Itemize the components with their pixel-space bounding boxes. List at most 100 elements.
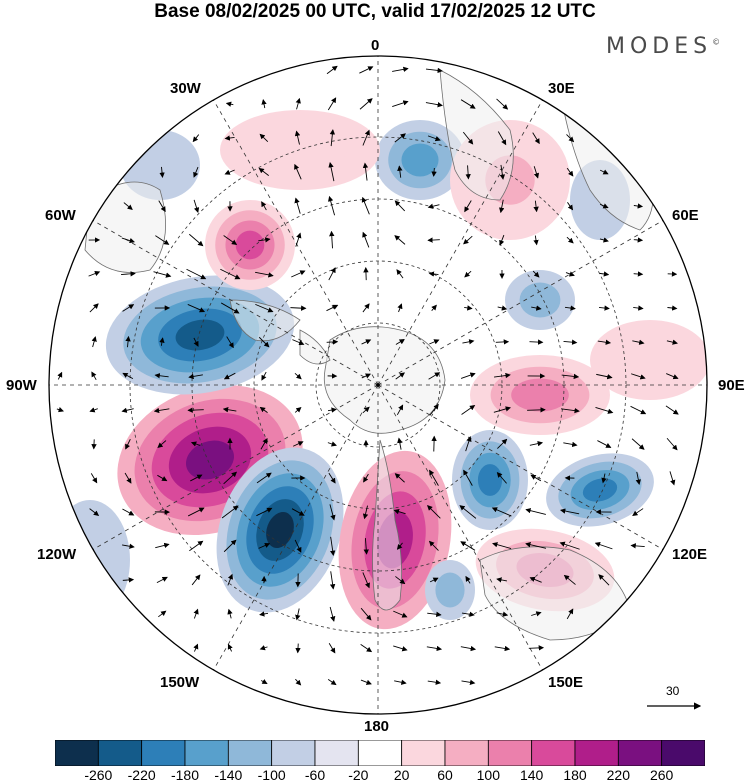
wind-arrow bbox=[159, 166, 165, 178]
wind-arrow bbox=[496, 611, 509, 617]
anomaly-contour bbox=[435, 572, 465, 608]
wind-arrow bbox=[465, 165, 471, 180]
wind-arrow bbox=[396, 404, 404, 416]
wind-arrow bbox=[295, 608, 301, 621]
anomaly-contour bbox=[511, 378, 569, 412]
wind-arrow bbox=[159, 337, 165, 346]
colorbar-tick-label: 60 bbox=[437, 767, 453, 783]
wind-arrow bbox=[397, 165, 403, 178]
wind-arrow bbox=[260, 438, 268, 450]
wind-arrow bbox=[529, 576, 542, 583]
wind-arrow bbox=[394, 473, 405, 483]
wind-arrow bbox=[561, 373, 580, 380]
wind-arrow bbox=[461, 404, 476, 415]
wind-arrow bbox=[429, 577, 439, 583]
wind-arrow bbox=[122, 304, 135, 312]
lon-label-90e: 90E bbox=[718, 377, 745, 394]
wind-arrow bbox=[596, 373, 613, 380]
wind-arrow bbox=[566, 134, 575, 143]
colorbar-segment bbox=[55, 740, 99, 766]
wind-arrow bbox=[328, 161, 335, 182]
wind-arrow bbox=[525, 542, 547, 549]
wind-arrow bbox=[394, 133, 406, 143]
wind-arrow bbox=[122, 543, 135, 549]
wind-arrow bbox=[223, 539, 237, 553]
wind-arrow bbox=[667, 305, 678, 311]
wind-arrow bbox=[258, 336, 270, 348]
wind-arrow bbox=[497, 438, 508, 449]
colorbar-segment bbox=[314, 740, 359, 766]
wind-arrow bbox=[256, 472, 272, 484]
wind-arrow bbox=[292, 339, 305, 346]
wind-arrow bbox=[295, 97, 301, 110]
colorbar-tick-label: 220 bbox=[606, 767, 631, 783]
wind-arrow bbox=[594, 542, 613, 550]
wind-arrow bbox=[397, 303, 403, 313]
colorbar-tick-label: -100 bbox=[257, 767, 286, 783]
wind-arrow bbox=[460, 541, 476, 551]
colorbar-tick-label: 140 bbox=[519, 767, 544, 783]
brand-logo: MODES© bbox=[606, 34, 720, 59]
anomaly-contour bbox=[582, 478, 618, 502]
wind-arrow bbox=[431, 167, 437, 177]
brand-mark: © bbox=[712, 37, 721, 47]
map-boundary bbox=[48, 55, 708, 715]
wind-arrow bbox=[599, 237, 609, 243]
wind-arrow bbox=[259, 611, 269, 617]
lon-label-30e: 30E bbox=[548, 80, 575, 97]
wind-arrow bbox=[428, 271, 439, 277]
wind-arrow bbox=[89, 303, 99, 313]
wind-arrow bbox=[392, 100, 409, 107]
wind-arrow bbox=[294, 197, 301, 214]
anomaly-contour bbox=[185, 440, 235, 480]
coastline bbox=[84, 181, 166, 273]
wind-arrow bbox=[566, 236, 574, 244]
wind-arrow bbox=[465, 436, 472, 452]
wind-arrow bbox=[329, 230, 335, 249]
wind-arrow bbox=[665, 405, 679, 415]
wind-arrow bbox=[464, 305, 473, 311]
wind-arrow bbox=[122, 577, 135, 583]
wind-arrow bbox=[461, 679, 476, 686]
wind-arrow bbox=[431, 304, 437, 311]
colorbar-segment bbox=[184, 740, 229, 766]
wind-arrow bbox=[193, 643, 199, 652]
wind-arrow bbox=[327, 97, 337, 111]
wind-arrow bbox=[153, 407, 170, 414]
wind-arrow bbox=[121, 237, 135, 244]
lon-label-60w: 60W bbox=[45, 207, 76, 224]
wind-arrow bbox=[632, 339, 645, 345]
wind-arrow bbox=[327, 441, 337, 447]
wind-arrow bbox=[224, 169, 235, 175]
wind-arrow bbox=[223, 235, 238, 245]
wind-arrow bbox=[396, 542, 403, 550]
wind-arrow bbox=[121, 407, 134, 413]
wind-arrow bbox=[91, 371, 97, 381]
coastline bbox=[372, 439, 403, 611]
wind-arrow bbox=[189, 540, 204, 552]
wind-arrow bbox=[529, 440, 544, 447]
wind-arrow bbox=[429, 339, 440, 345]
colorbar-tick-label: 20 bbox=[393, 767, 410, 783]
wind-arrow bbox=[186, 268, 207, 280]
wind-arrow bbox=[360, 643, 373, 653]
wind-arrow bbox=[261, 201, 267, 211]
wind-arrow bbox=[294, 539, 302, 553]
wind-arrow bbox=[428, 372, 441, 380]
wind-arrow bbox=[633, 237, 644, 243]
wind-arrow bbox=[258, 167, 269, 176]
wind-arrow bbox=[533, 235, 539, 246]
anomaly-contour bbox=[175, 319, 225, 351]
wind-arrow bbox=[326, 65, 338, 75]
wind-arrow bbox=[224, 135, 235, 141]
lon-label-60e: 60E bbox=[672, 207, 699, 224]
wind-arrow bbox=[563, 441, 578, 448]
wind-arrow bbox=[394, 235, 406, 245]
wind-arrow bbox=[290, 305, 307, 311]
wind-arrow bbox=[496, 577, 508, 583]
wind-arrow bbox=[223, 471, 238, 485]
wind-arrow bbox=[326, 339, 339, 345]
wind-arrow bbox=[362, 231, 370, 248]
wind-arrow bbox=[598, 574, 610, 586]
wind-arrow bbox=[193, 608, 199, 619]
